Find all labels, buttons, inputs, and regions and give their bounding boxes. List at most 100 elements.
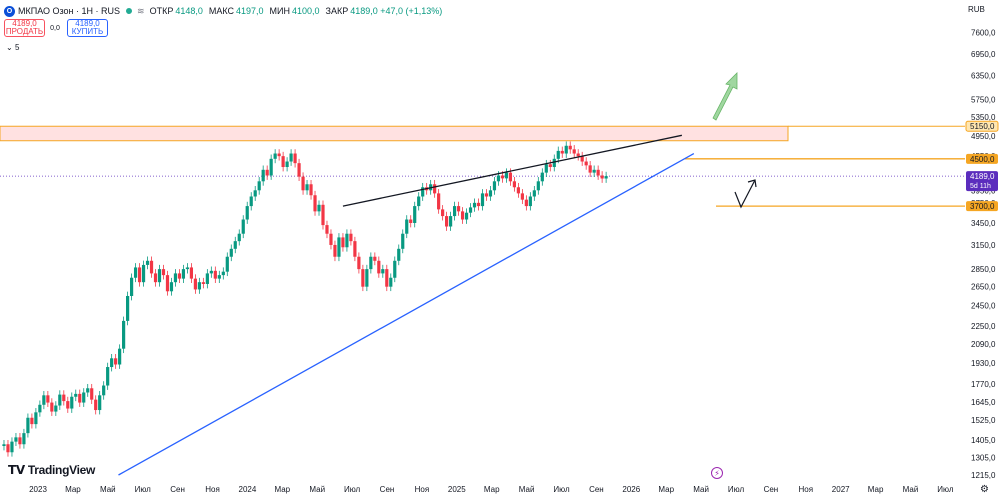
candle-body [277, 153, 281, 157]
candle [137, 263, 142, 287]
time-tick-label: 2023 [29, 485, 47, 494]
candle [405, 215, 409, 239]
candle [54, 401, 58, 416]
candle [86, 383, 90, 397]
candle-body [564, 145, 568, 154]
candle-body [433, 184, 437, 194]
candle-body [181, 269, 186, 279]
candle-body [584, 161, 588, 166]
candle-body [389, 277, 393, 287]
price-tag: 4500,0 [966, 153, 998, 164]
candle-body [74, 393, 78, 397]
price-tick-label: 1930,0 [971, 359, 996, 368]
candle [169, 277, 174, 296]
candle [337, 233, 341, 262]
candle [118, 344, 122, 369]
price-tag-box [965, 120, 999, 132]
candle-body [540, 172, 544, 182]
candle [532, 185, 536, 201]
candle [110, 353, 114, 372]
candle [464, 208, 469, 224]
support-trendline [118, 152, 695, 476]
candle [38, 400, 42, 417]
candle [592, 165, 596, 178]
candle [126, 291, 130, 326]
candle [94, 395, 98, 415]
candle [516, 182, 520, 198]
candle [528, 192, 532, 211]
time-tick-label: 2027 [832, 485, 850, 494]
candle [257, 176, 261, 195]
candle-body [353, 241, 357, 257]
resistance-zone [0, 125, 789, 142]
candle-body [297, 163, 301, 177]
candle-body [588, 165, 592, 173]
tradingview-watermark[interactable]: 𝗧𝗩 TradingView [8, 463, 95, 477]
indicators-toggle[interactable]: ⌄ 5 [6, 43, 19, 52]
candle [448, 211, 453, 231]
trade-panel: 4189,0 ПРОДАТЬ 0,0 4189,0 КУПИТЬ [4, 19, 108, 37]
candle [552, 154, 556, 172]
candle-body [10, 441, 14, 453]
candle [385, 264, 389, 292]
symbol-title[interactable]: МКПАО Озон · 1Н · RUS [18, 6, 121, 16]
candle [285, 157, 289, 172]
price-tick-label: 5350,0 [971, 113, 996, 122]
candle-body [2, 444, 6, 447]
sell-button[interactable]: 4189,0 ПРОДАТЬ [4, 19, 45, 37]
candle-body [437, 193, 441, 210]
resistance-trendline [342, 134, 683, 207]
time-tick-label: Мар [868, 485, 884, 494]
candle-body [560, 150, 564, 154]
candle-body [317, 204, 321, 212]
price-tick-label: 3450,0 [971, 219, 996, 228]
candle [349, 229, 353, 246]
candle [476, 198, 481, 211]
price-tick-label: 1770,0 [971, 380, 996, 389]
candle-body [261, 169, 265, 182]
candle [484, 189, 489, 201]
candle [325, 220, 329, 239]
candle-body [118, 348, 122, 365]
candle-body [54, 405, 58, 412]
candle [393, 256, 397, 283]
candle [297, 158, 301, 182]
candle [361, 264, 365, 292]
candle-body [18, 437, 22, 445]
currency-selector[interactable]: RUB [968, 5, 985, 14]
ohlc-open-value: 4148,0 [175, 6, 203, 16]
candle-body [464, 212, 469, 220]
candle-body [556, 150, 560, 159]
lightning-icon[interactable]: ⚡ [711, 467, 723, 479]
candle-body [137, 267, 142, 283]
candle-body [265, 169, 269, 176]
settings-gear-icon[interactable]: ⚙ [980, 484, 989, 495]
candle-body [476, 202, 481, 207]
price-tag-countdown: 5d 11h [970, 183, 991, 190]
candle-body [596, 169, 600, 176]
candle-body [488, 190, 493, 197]
time-tick-label: Сен [380, 485, 395, 494]
candle [353, 236, 357, 262]
time-tick-label: Ноя [205, 485, 220, 494]
candle-body [417, 196, 421, 207]
time-tick-label: 2024 [239, 485, 257, 494]
time-tick-label: Мар [274, 485, 290, 494]
candle [185, 263, 190, 274]
candle [237, 229, 241, 246]
candle-body [193, 278, 197, 290]
ohlc-close-value: 4189,0 +47,0 (+1,13%) [350, 6, 443, 16]
spread-value: 0,0 [50, 24, 60, 32]
price-tick-label: 1305,0 [971, 454, 996, 463]
time-tick-label: Май [693, 485, 709, 494]
candle [441, 205, 445, 221]
candle-body [604, 176, 608, 179]
candle-body [548, 164, 552, 168]
candle-body [169, 282, 174, 292]
candle-body [385, 269, 389, 287]
candle [377, 256, 381, 278]
buy-button[interactable]: 4189,0 КУПИТЬ [67, 19, 108, 37]
candle [6, 439, 10, 457]
candle-body [369, 256, 373, 270]
